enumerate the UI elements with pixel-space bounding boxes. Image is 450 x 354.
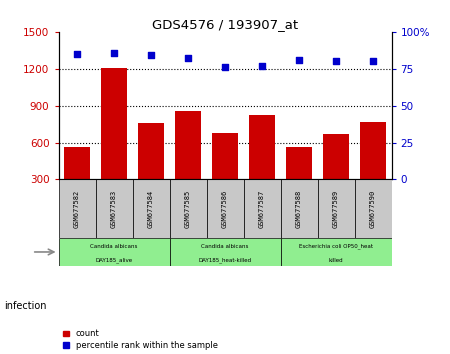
Text: GSM677584: GSM677584 xyxy=(148,190,154,228)
Text: GSM677590: GSM677590 xyxy=(370,190,376,228)
Title: GDS4576 / 193907_at: GDS4576 / 193907_at xyxy=(152,18,298,31)
Text: GSM677588: GSM677588 xyxy=(296,190,302,228)
Bar xyxy=(280,179,318,239)
Legend: count, percentile rank within the sample: count, percentile rank within the sample xyxy=(63,329,218,350)
Point xyxy=(184,56,192,61)
Text: infection: infection xyxy=(4,301,47,311)
Text: Candida albicans: Candida albicans xyxy=(201,244,249,249)
Text: killed: killed xyxy=(328,258,343,263)
Bar xyxy=(286,148,312,216)
Point xyxy=(221,64,229,70)
Bar xyxy=(58,239,170,266)
Text: DAY185_alive: DAY185_alive xyxy=(95,257,133,263)
Text: GSM677589: GSM677589 xyxy=(333,190,339,228)
Bar xyxy=(355,179,392,239)
Bar xyxy=(318,179,355,239)
Bar xyxy=(249,115,275,216)
Bar xyxy=(138,123,164,216)
Bar xyxy=(95,179,132,239)
Bar xyxy=(170,179,207,239)
Text: DAY185_heat-killed: DAY185_heat-killed xyxy=(198,257,252,263)
Text: GSM677582: GSM677582 xyxy=(74,190,80,228)
Text: Escherichia coli OP50_heat: Escherichia coli OP50_heat xyxy=(299,244,373,250)
Bar xyxy=(170,239,280,266)
Bar xyxy=(58,179,95,239)
Text: Candida albicans: Candida albicans xyxy=(90,244,138,249)
Point xyxy=(148,53,155,58)
Bar xyxy=(175,110,201,216)
Bar xyxy=(101,68,127,216)
Point xyxy=(295,57,302,63)
Bar xyxy=(360,122,386,216)
Bar xyxy=(243,179,280,239)
Bar xyxy=(132,179,170,239)
Point xyxy=(369,58,377,64)
Point xyxy=(73,51,81,57)
Point xyxy=(110,50,117,55)
Bar xyxy=(207,179,243,239)
Bar xyxy=(323,134,349,216)
Point xyxy=(333,58,340,64)
Bar xyxy=(64,148,90,216)
Point xyxy=(258,63,265,69)
Text: GSM677587: GSM677587 xyxy=(259,190,265,228)
Bar xyxy=(212,133,238,216)
Text: GSM677583: GSM677583 xyxy=(111,190,117,228)
Text: GSM677585: GSM677585 xyxy=(185,190,191,228)
Bar xyxy=(280,239,392,266)
Text: GSM677586: GSM677586 xyxy=(222,190,228,228)
